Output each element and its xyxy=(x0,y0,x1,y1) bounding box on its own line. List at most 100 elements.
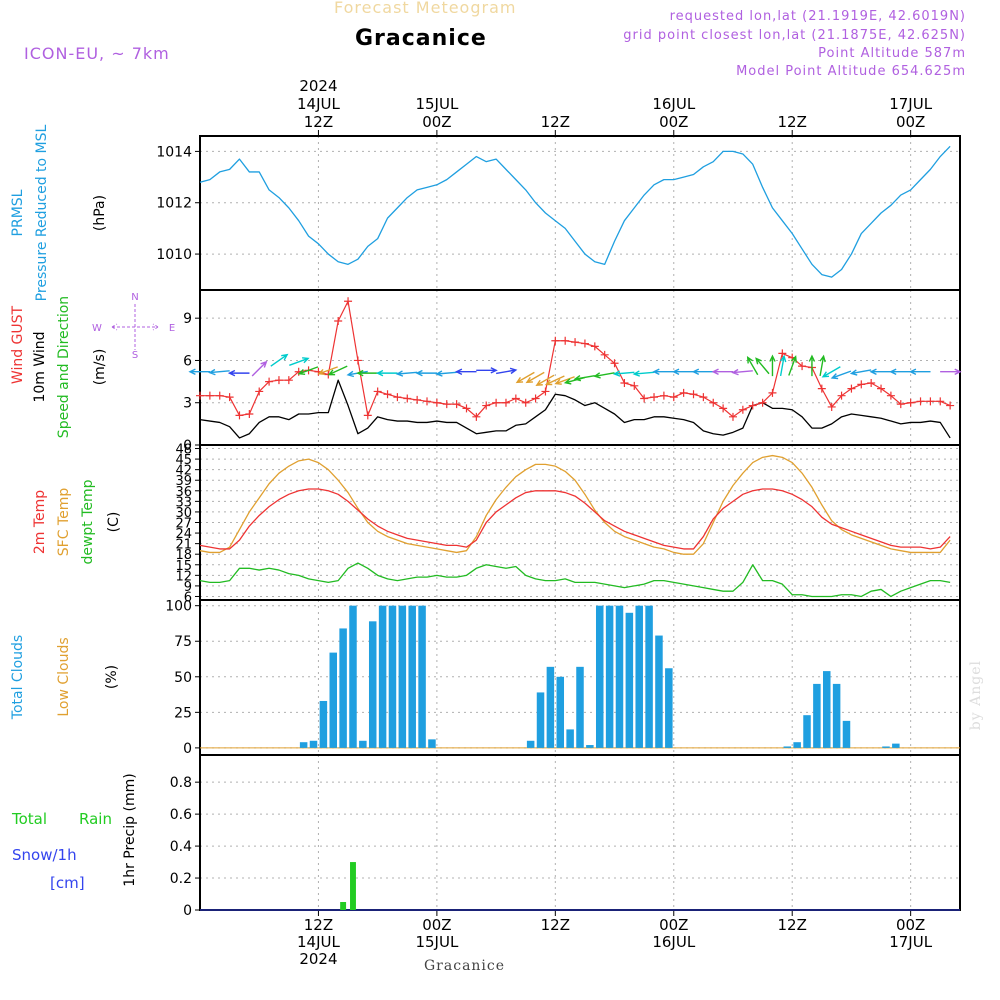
wind-direction-arrow xyxy=(188,368,210,375)
wind-gust-marker xyxy=(590,342,599,351)
wind-direction-arrow xyxy=(632,370,655,377)
y-tick-label: 0.8 xyxy=(170,775,192,791)
total-cloud-bar xyxy=(418,605,426,748)
total-cloud-bar xyxy=(803,715,811,748)
wind-direction-arrow xyxy=(554,376,575,385)
total-cloud-bar xyxy=(783,746,792,748)
y-tick-label: 75 xyxy=(174,634,192,650)
wind-direction-arrow xyxy=(652,368,674,375)
total-cloud-bar xyxy=(605,605,614,748)
total-cloud-bar xyxy=(359,740,367,748)
wind-gust-marker xyxy=(235,411,244,420)
wind-direction-arrow xyxy=(476,367,498,374)
wind-direction-arrow xyxy=(788,355,797,376)
wind-gust-marker xyxy=(778,349,787,358)
wind-gust-marker xyxy=(432,398,441,407)
wind-direction-arrow xyxy=(375,369,398,377)
pressure-line xyxy=(199,145,951,278)
y-tick-label: 18 xyxy=(175,548,192,563)
panel-frame-precip xyxy=(199,754,961,911)
bottom-time-label: 00Z xyxy=(896,916,925,934)
wind-direction-arrow xyxy=(317,366,338,376)
wind-gust-marker xyxy=(551,336,560,345)
wind-gust-marker xyxy=(906,398,915,407)
wind-gust-marker xyxy=(630,381,639,390)
wind-gust-marker xyxy=(600,350,609,359)
y-tick-label: 39 xyxy=(175,474,192,489)
wind-direction-arrow xyxy=(454,368,477,375)
wind-gust-marker xyxy=(867,379,876,387)
total-cloud-bar xyxy=(615,605,624,748)
wind-gust-marker xyxy=(462,404,471,413)
wind-gust-marker xyxy=(492,398,501,407)
wind-gust-marker xyxy=(353,356,362,365)
wind-direction-arrow xyxy=(544,375,565,386)
wind-direction-label: Speed and Direction xyxy=(56,296,72,438)
top-time-label: 12Z xyxy=(304,113,333,131)
wind-direction-arrow xyxy=(227,369,250,377)
wind-direction-arrow xyxy=(779,354,787,377)
total-cloud-bar xyxy=(823,671,831,748)
precip-total-label: Total xyxy=(11,810,47,828)
bottom-time-label: 2024 xyxy=(299,950,337,968)
sfc-temp-label: SFC Temp xyxy=(56,488,72,557)
wind-direction-arrow xyxy=(612,370,635,377)
sfc-temp-line xyxy=(199,454,951,555)
precip-rain-label: Rain xyxy=(79,810,112,828)
wind-direction-arrow xyxy=(908,368,931,375)
bottom-time-label: 16JUL xyxy=(652,933,695,951)
wind-gust-marker xyxy=(719,404,728,413)
compass-south: S xyxy=(132,350,138,361)
top-time-label: 00Z xyxy=(422,113,451,131)
compass-east: E xyxy=(169,323,175,334)
total-cloud-bar xyxy=(645,605,653,748)
pressure-label: PRMSL xyxy=(10,189,26,236)
y-tick-label: 0.2 xyxy=(170,871,192,887)
y-tick-label: 27 xyxy=(175,517,192,532)
y-tick-label: 24 xyxy=(175,527,192,542)
top-time-label: 12Z xyxy=(541,113,570,131)
total-cloud-bar xyxy=(329,652,337,748)
wind-gust-marker xyxy=(373,387,382,396)
total-cloud-bar xyxy=(408,605,416,748)
wind-gust-marker xyxy=(817,384,826,393)
wind-direction-arrow xyxy=(435,370,457,377)
total-cloud-bar xyxy=(625,612,634,748)
panel-frame-wind xyxy=(199,289,961,446)
wind-gust-marker xyxy=(452,400,461,409)
wind-direction-arrow xyxy=(535,374,555,386)
faint-title: Forecast Meteogram xyxy=(334,0,517,17)
wind-gust-marker xyxy=(699,393,708,402)
wind-gust-marker xyxy=(798,362,807,371)
total-cloud-bar xyxy=(368,621,377,748)
wind-direction-arrow xyxy=(889,368,911,375)
bottom-time-label: 15JUL xyxy=(415,933,458,951)
y-tick-label: 0.6 xyxy=(170,807,192,823)
total-cloud-bar xyxy=(793,742,801,748)
wind-gust-marker xyxy=(896,400,905,409)
wind-gust-marker xyxy=(689,390,698,399)
clouds-unit: (%) xyxy=(104,665,120,689)
total-cloud-bar xyxy=(576,666,584,748)
requested-coords: requested lon,lat (21.1919E, 42.6019N) xyxy=(669,9,966,24)
wind-gust-marker xyxy=(531,394,540,403)
wind-direction-arrow xyxy=(849,369,872,376)
total-cloud-bar xyxy=(882,746,890,748)
wind-gust-marker xyxy=(274,376,283,385)
wind-gust-marker xyxy=(265,377,274,386)
wind-gust-marker xyxy=(709,398,718,407)
wind-unit: (m/s) xyxy=(92,349,108,386)
total-cloud-bar xyxy=(526,740,535,748)
wind-gust-marker xyxy=(413,395,422,404)
wind-speed-label: 10m Wind xyxy=(32,331,48,402)
y-tick-label: 1010 xyxy=(156,247,192,263)
total-cloud-bar xyxy=(586,745,594,748)
y-tick-label: 6 xyxy=(183,353,192,369)
total-cloud-bar xyxy=(428,739,436,748)
wind-gust-marker xyxy=(728,412,737,421)
total-cloud-bar xyxy=(299,742,308,748)
wind-direction-arrow xyxy=(755,357,770,375)
y-tick-label: 36 xyxy=(175,485,192,500)
top-time-label: 00Z xyxy=(659,113,688,131)
rain-bar xyxy=(340,902,347,910)
